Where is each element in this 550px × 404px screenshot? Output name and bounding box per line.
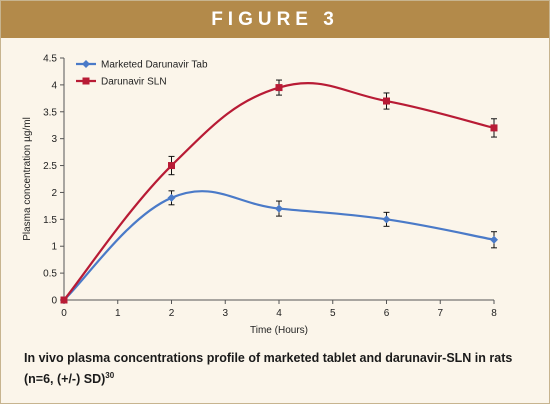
legend-label-sln: Darunavir SLN <box>101 77 167 88</box>
x-tick-label: 0 <box>61 308 67 319</box>
y-tick-label: 0.5 <box>43 269 57 280</box>
data-point-sln <box>168 162 175 170</box>
y-tick-label: 1 <box>51 242 57 253</box>
x-tick-label: 3 <box>222 308 228 319</box>
series-line-sln <box>63 82 495 301</box>
figure-caption: In vivo plasma concentrations profile of… <box>24 350 524 388</box>
data-point-sln <box>490 124 498 132</box>
line-chart: 0 0.5 1 1.5 2 2.5 3 3.5 4 4.5 0 1 2 3 4 5 6 7 8 Time (Hours… <box>22 54 498 336</box>
x-tick-label: 2 <box>169 308 175 319</box>
y-tick-label: 3.5 <box>43 107 57 118</box>
caption-reference: 30 <box>105 371 115 380</box>
y-tick-label: 1.5 <box>43 215 57 226</box>
x-tick-label: 6 <box>384 308 390 319</box>
legend-label-tab: Marketed Darunavir Tab <box>101 60 208 71</box>
legend-marker-tab <box>82 60 90 68</box>
y-axis-label: Plasma concentration µg/ml <box>22 117 33 241</box>
series-line-tab <box>63 190 495 301</box>
x-tick-label: 5 <box>330 308 336 319</box>
figure-banner: FIGURE 3 <box>1 1 549 38</box>
data-point-tab <box>490 235 498 244</box>
x-tick-label: 7 <box>437 308 443 319</box>
x-tick-label: 8 <box>491 308 497 319</box>
data-point-tab <box>167 193 176 202</box>
y-tick-label: 2 <box>51 188 57 199</box>
data-point-tab <box>275 204 283 213</box>
data-point-sln <box>383 97 390 105</box>
data-point-sln <box>60 296 68 304</box>
legend-marker-sln <box>82 77 90 85</box>
y-tick-label: 4.5 <box>43 54 57 65</box>
chart-container: 0 0.5 1 1.5 2 2.5 3 3.5 4 4.5 0 1 2 3 4 5 6 7 8 Time (Hours… <box>0 44 550 344</box>
x-axis-label: Time (Hours) <box>250 325 308 336</box>
data-point-tab <box>382 215 391 224</box>
x-tick-label: 1 <box>115 308 121 319</box>
data-point-sln <box>275 84 283 92</box>
y-tick-label: 0 <box>51 296 57 307</box>
x-tick-label: 4 <box>276 308 282 319</box>
y-tick-label: 3 <box>51 134 57 145</box>
caption-text: In vivo plasma concentrations profile of… <box>24 351 513 387</box>
y-tick-label: 2.5 <box>43 161 57 172</box>
y-tick-label: 4 <box>51 80 57 91</box>
